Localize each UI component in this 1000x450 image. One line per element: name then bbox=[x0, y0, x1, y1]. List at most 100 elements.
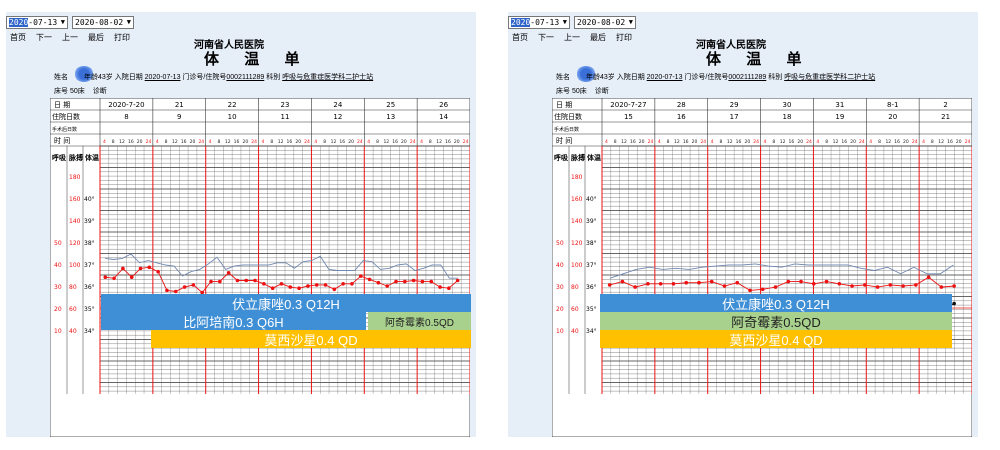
medication-bar: 比阿培南0.3 Q6H bbox=[101, 312, 366, 330]
nav-prev-button[interactable]: 上一 bbox=[62, 33, 78, 42]
nav-next-button[interactable]: 下一 bbox=[538, 33, 554, 42]
time-tick: 20 bbox=[190, 139, 196, 145]
nav-prev-button[interactable]: 上一 bbox=[564, 33, 580, 42]
axis-header-resp: 呼吸 bbox=[52, 153, 67, 162]
nav-next-button[interactable]: 下一 bbox=[36, 33, 52, 42]
row-label-time: 时 间 bbox=[556, 136, 572, 145]
pulse-tick: 140 bbox=[571, 218, 583, 225]
date-cell: 22 bbox=[228, 101, 237, 109]
pulse-point bbox=[646, 282, 650, 286]
start-date-input[interactable]: 2020 -07-13 ▼ bbox=[6, 15, 68, 29]
time-tick: 12 bbox=[172, 139, 178, 145]
time-tick: 8 bbox=[931, 139, 934, 145]
axis-header-pulse: 脉搏 bbox=[570, 153, 585, 162]
pulse-point bbox=[722, 284, 727, 288]
pulse-point bbox=[200, 290, 204, 295]
nav-first-button[interactable]: 首页 bbox=[512, 33, 528, 42]
date-cell: 25 bbox=[386, 101, 395, 109]
pulse-tick: 160 bbox=[69, 196, 81, 203]
resp-tick: 40 bbox=[54, 262, 62, 269]
row-label-days: 住院日数 bbox=[554, 112, 582, 121]
date-cell: 26 bbox=[439, 101, 448, 109]
nav-print-button[interactable]: 打印 bbox=[114, 33, 130, 42]
chevron-down-icon[interactable]: ▼ bbox=[126, 17, 131, 26]
time-tick: 12 bbox=[225, 139, 231, 145]
resp-tick: 50 bbox=[54, 240, 62, 247]
patient-id: 0002111289 bbox=[728, 74, 767, 81]
dept-value: 呼吸与危重症医学科二护士站 bbox=[784, 74, 876, 81]
start-date-rest: -07-13 bbox=[28, 17, 58, 27]
pulse-point bbox=[607, 283, 612, 287]
days-cell: 14 bbox=[439, 113, 448, 121]
sheet-title: 体 温 单 bbox=[204, 50, 310, 68]
pulse-tick: 100 bbox=[69, 262, 81, 269]
start-date-year-selected: 2020 bbox=[511, 17, 531, 27]
days-cell: 17 bbox=[730, 113, 739, 121]
date-cell: 23 bbox=[281, 101, 290, 109]
time-tick: 8 bbox=[270, 139, 273, 145]
admit-date: 2020-07-13 bbox=[144, 74, 181, 81]
pulse-tick: 140 bbox=[69, 218, 81, 225]
time-tick: 4 bbox=[420, 139, 423, 145]
time-tick: 16 bbox=[128, 139, 134, 145]
time-tick: 4 bbox=[764, 139, 767, 145]
days-cell: 19 bbox=[835, 113, 844, 121]
time-tick: 24 bbox=[700, 139, 706, 145]
start-date-year-selected: 2020 bbox=[9, 17, 29, 27]
patient-info: 姓名 年龄43岁 入院日期 2020-07-13 门诊号/住院号00021112… bbox=[556, 72, 875, 82]
temp-tick: 37° bbox=[84, 262, 95, 269]
nav-last-button[interactable]: 最后 bbox=[590, 33, 606, 42]
id-label: 门诊号/住院号 bbox=[684, 74, 729, 81]
temp-tick: 35° bbox=[586, 306, 597, 313]
time-tick: 12 bbox=[833, 139, 839, 145]
end-date-input[interactable]: 2020-08-02 ▼ bbox=[72, 15, 134, 29]
nav-print-button[interactable]: 打印 bbox=[616, 33, 632, 42]
start-date-input[interactable]: 2020 -07-13 ▼ bbox=[508, 15, 570, 29]
temp-tick: 40° bbox=[84, 196, 95, 203]
end-date-value: 2020-08-02 bbox=[577, 17, 626, 27]
days-cell: 9 bbox=[177, 113, 181, 121]
pulse-point bbox=[156, 269, 160, 274]
diagnosis-label: 诊断 bbox=[594, 88, 609, 95]
pulse-point bbox=[218, 279, 222, 284]
medication-bar: 伏立康唑0.3 Q12H bbox=[600, 294, 952, 312]
time-tick: 20 bbox=[850, 139, 856, 145]
pulse-point bbox=[314, 283, 319, 287]
pulse-point bbox=[709, 279, 714, 284]
end-date-input[interactable]: 2020-08-02 ▼ bbox=[574, 15, 636, 29]
time-tick: 20 bbox=[903, 139, 909, 145]
id-label: 门诊号/住院号 bbox=[182, 74, 227, 81]
pulse-point bbox=[253, 278, 257, 283]
time-tick: 24 bbox=[965, 139, 971, 145]
days-cell: 18 bbox=[783, 113, 792, 121]
admit-label: 入院日期 bbox=[616, 74, 645, 81]
pulse-point bbox=[235, 278, 240, 283]
time-tick: 8 bbox=[878, 139, 881, 145]
nav-first-button[interactable]: 首页 bbox=[10, 33, 26, 42]
row-label-postop: 手术后日数 bbox=[52, 126, 77, 133]
resp-tick: 50 bbox=[556, 240, 564, 247]
time-tick: 12 bbox=[436, 139, 442, 145]
time-tick: 24 bbox=[251, 139, 257, 145]
time-tick: 4 bbox=[209, 139, 212, 145]
chevron-down-icon[interactable]: ▼ bbox=[562, 17, 567, 26]
hospital-name: 河南省人民医院 bbox=[194, 40, 264, 51]
time-tick: 8 bbox=[719, 139, 722, 145]
time-tick: 8 bbox=[376, 139, 379, 145]
chevron-down-icon[interactable]: ▼ bbox=[60, 17, 65, 26]
pulse-point bbox=[952, 284, 956, 288]
nav-last-button[interactable]: 最后 bbox=[88, 33, 104, 42]
pulse-point bbox=[888, 283, 893, 287]
time-tick: 12 bbox=[727, 139, 733, 145]
days-cell: 15 bbox=[624, 113, 633, 121]
time-tick: 8 bbox=[217, 139, 220, 145]
temp-tick: 38° bbox=[84, 240, 95, 247]
age-value: 年龄43岁 bbox=[83, 74, 113, 81]
pulse-point bbox=[138, 266, 143, 271]
chevron-down-icon[interactable]: ▼ bbox=[628, 17, 633, 26]
temperature-line bbox=[105, 253, 458, 279]
time-tick: 24 bbox=[463, 139, 469, 145]
time-tick: 24 bbox=[753, 139, 759, 145]
time-tick: 8 bbox=[772, 139, 775, 145]
pulse-point bbox=[270, 286, 275, 290]
